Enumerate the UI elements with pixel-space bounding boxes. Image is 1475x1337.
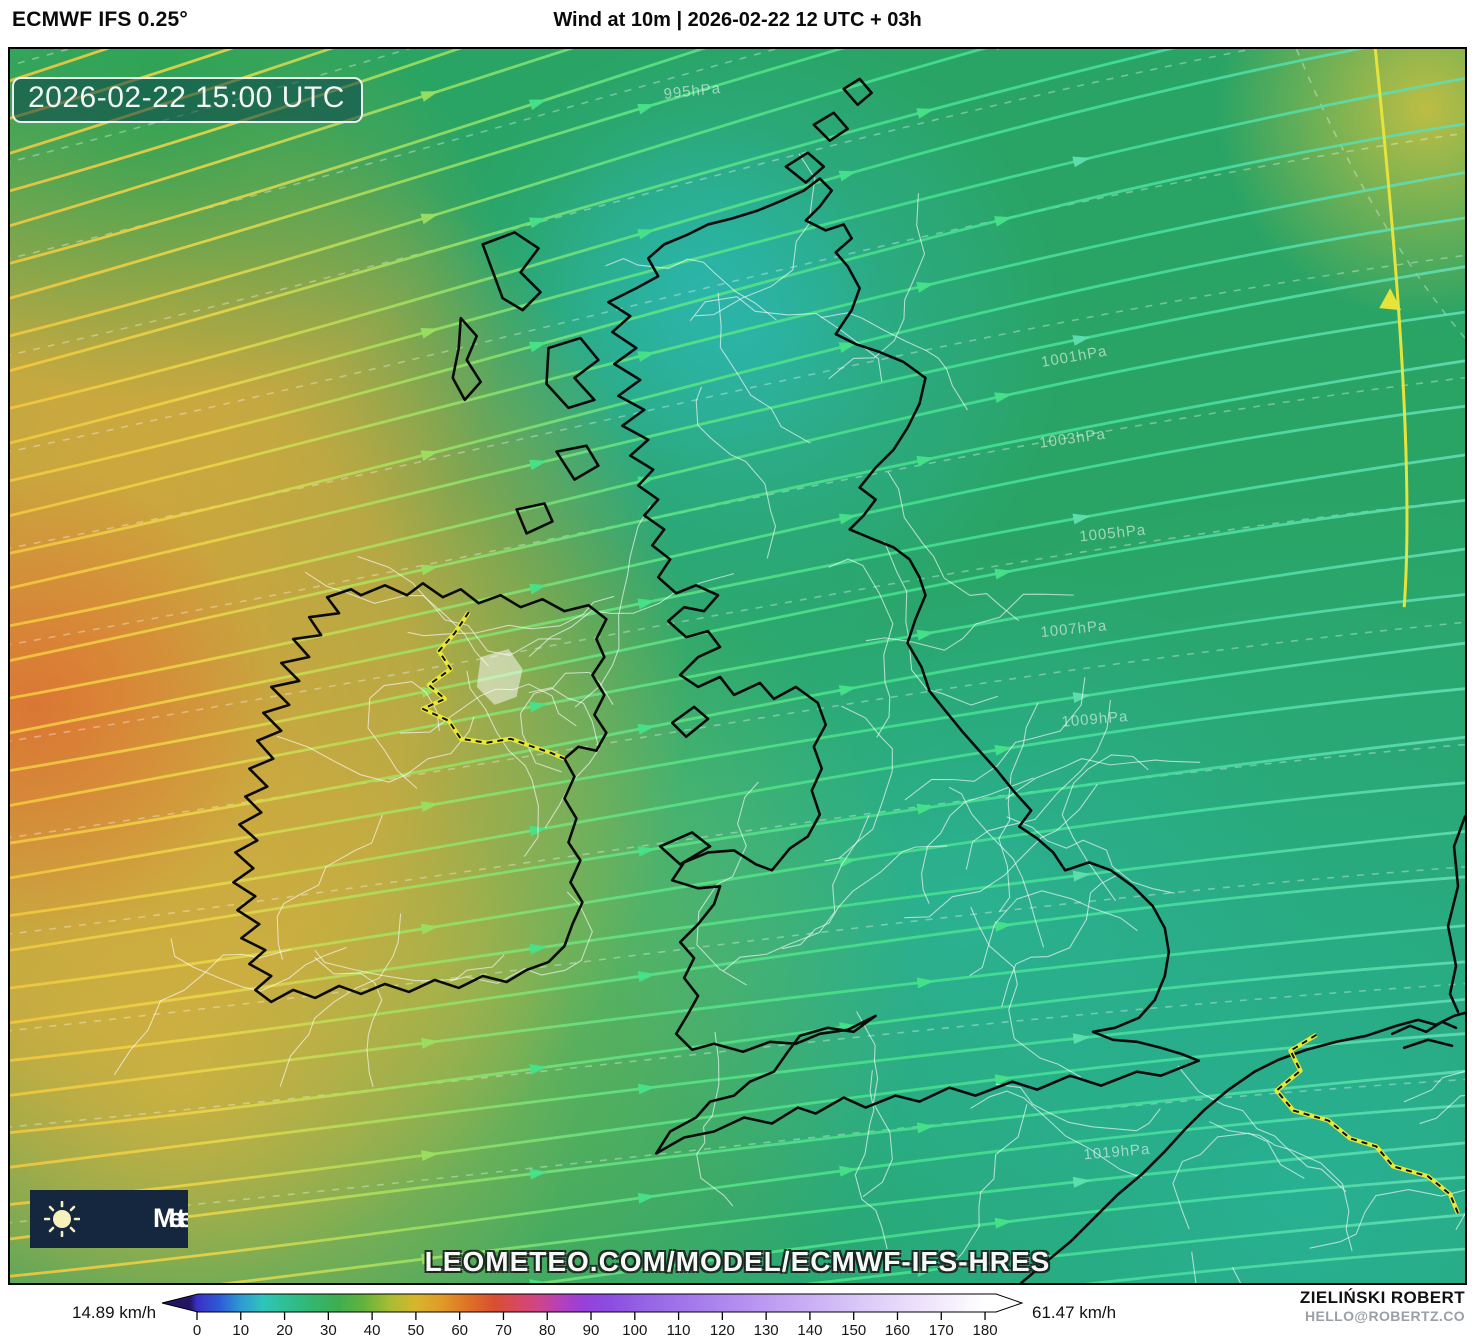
colorbar-tick-label: 160	[885, 1322, 910, 1337]
author-name: ZIELIŃSKI ROBERT	[1299, 1288, 1465, 1307]
isle-of-man	[670, 705, 710, 739]
model-label: ECMWF IFS 0.25°	[12, 8, 188, 31]
colorbar-tick-label: 20	[276, 1322, 293, 1337]
streamlines	[10, 49, 1465, 1283]
map-canvas: 995hPa 1001hPa 1003hPa 1005hPa 1007hPa 1009hP…	[8, 47, 1467, 1285]
isle-skye	[545, 336, 600, 410]
orkney-shetland	[784, 77, 873, 184]
region-borders	[113, 153, 1465, 1283]
anglesey	[658, 831, 712, 866]
logo-label: Meteo	[152, 1203, 188, 1233]
lough-neagh	[476, 649, 523, 705]
colorbar-tick-label: 130	[754, 1322, 779, 1337]
colorbar-tick-label: 140	[797, 1322, 822, 1337]
coastline-ireland	[232, 581, 608, 1004]
colorbar-tick-label: 10	[232, 1322, 249, 1337]
colorbar-max-label: 61.47 km/h	[1032, 1303, 1117, 1322]
national-borders	[420, 610, 1461, 1215]
hebrides-uists	[451, 316, 483, 402]
colorbar-tick-label: 150	[841, 1322, 866, 1337]
isobar-label: 995hPa	[663, 80, 722, 103]
colorbar-tick-label: 50	[408, 1322, 425, 1337]
isle-mull	[555, 444, 600, 481]
coastline-netherlands	[1446, 815, 1465, 1014]
hebrides-lewis	[481, 231, 542, 312]
colorbar-tick-label: 90	[583, 1322, 600, 1337]
credits: ZIELIŃSKI ROBERT HELLO@ROBERTZ.CO	[1300, 1287, 1465, 1326]
colorbar: 0 10 20 30 40 50 60 70 80 90 100 110 120 130 140 150 160…	[161, 1293, 1024, 1337]
isobar-label: 1005hPa	[1079, 521, 1147, 545]
coastline-great-britain	[607, 177, 1201, 1155]
colorbar-tick-label: 0	[193, 1322, 201, 1337]
colorbar-tick-label: 110	[667, 1322, 691, 1337]
colorbar-min-label: 14.89 km/h	[72, 1303, 157, 1322]
colorbar-tick-label: 30	[320, 1322, 337, 1337]
colorbar-tick-label: 170	[929, 1322, 954, 1337]
isobar-label: 1007hPa	[1040, 617, 1108, 641]
colorbar-tick-label: 60	[451, 1322, 468, 1337]
isle-islay	[515, 502, 554, 535]
isobar-label: 1009hPa	[1061, 708, 1129, 731]
isobar-label: 1019hPa	[1083, 1141, 1151, 1164]
coastline-continent	[1019, 1011, 1465, 1283]
colorbar-tick-label: 120	[710, 1322, 735, 1337]
contact-email: HELLO@ROBERTZ.CO	[1304, 1308, 1465, 1325]
colorbar-tick-label: 180	[973, 1322, 998, 1337]
zeeland-islands	[1390, 1020, 1458, 1050]
colorbar-tick-label: 70	[495, 1322, 512, 1337]
colorbar-tick-label: 40	[364, 1322, 381, 1337]
coastlines	[232, 77, 1465, 1283]
frame-title: Wind at 10m | 2026-02-22 12 UTC + 03h	[553, 9, 922, 31]
watermark: LEOMETEO.COM/MODEL/ECMWF-IFS-HRES	[424, 1246, 1051, 1277]
wind-field-svg: 995hPa1001hPa1003hPa1005hPa1007hPa1009hP…	[10, 49, 1465, 1283]
colorbar-tick-label: 100	[622, 1322, 647, 1337]
colorbar-tick-label: 80	[539, 1322, 556, 1337]
logo: Meteo	[30, 1190, 188, 1248]
sun-icon	[44, 1201, 80, 1237]
timestamp-badge: 2026-02-22 15:00 UTC	[12, 77, 363, 123]
